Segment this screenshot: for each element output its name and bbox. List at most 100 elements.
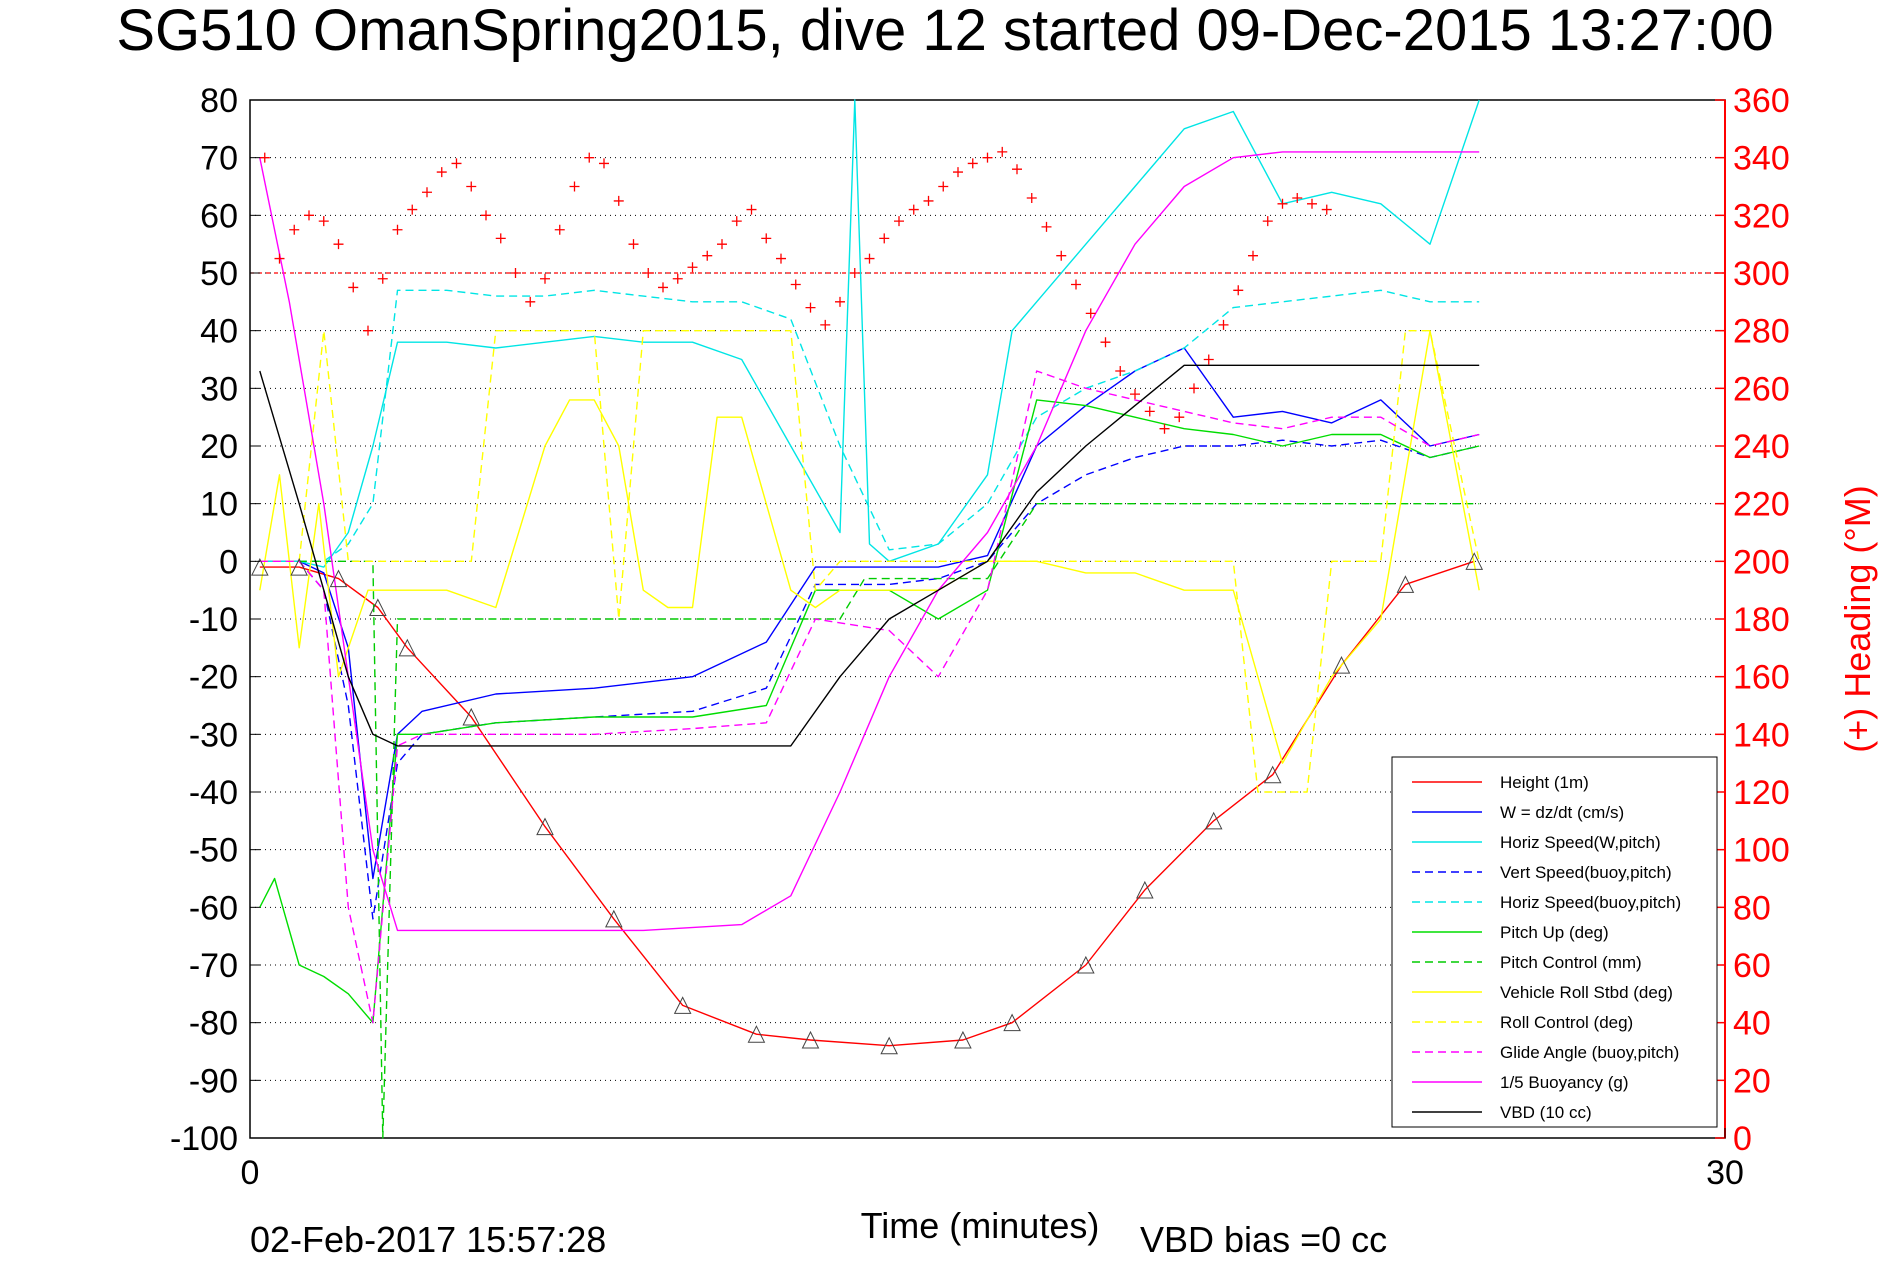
- left-tick-label: -30: [189, 716, 238, 754]
- x-tick-label: 30: [1706, 1154, 1744, 1192]
- right-axis-label: (+) Heading (°M): [1837, 485, 1878, 752]
- left-tick-label: 60: [200, 197, 238, 235]
- left-tick-label: 50: [200, 255, 238, 293]
- heading-point: [304, 210, 314, 221]
- series-line: [259, 289, 1480, 562]
- heading-point: [495, 233, 506, 244]
- height-marker: [1003, 1013, 1021, 1032]
- height-marker: [1396, 575, 1415, 593]
- height-marker: [1332, 656, 1351, 674]
- legend-label: Vehicle Roll Stbd (deg): [1500, 983, 1673, 1002]
- legend-label: Roll Control (deg): [1500, 1013, 1633, 1032]
- right-tick-label: 180: [1733, 601, 1790, 639]
- heading-point: [1203, 354, 1214, 365]
- heading-point: [790, 279, 801, 290]
- heading-point: [894, 216, 904, 227]
- heading-point: [1012, 164, 1022, 175]
- heading-point: [953, 167, 963, 178]
- heading-point: [776, 253, 786, 264]
- height-marker: [462, 707, 481, 726]
- right-tick-label: 20: [1733, 1062, 1771, 1100]
- legend-box: [1391, 756, 1718, 1128]
- heading-point: [1085, 308, 1096, 319]
- footer-date: 02-Feb-2017 15:57:28: [250, 1219, 606, 1260]
- heading-point: [908, 204, 919, 215]
- right-tick-label: 320: [1733, 197, 1790, 235]
- left-tick-label: 40: [200, 313, 238, 351]
- height-marker: [747, 1025, 766, 1043]
- height-marker: [1077, 955, 1095, 974]
- series-line: [259, 439, 1480, 920]
- legend-label: Pitch Control (mm): [1500, 953, 1642, 972]
- footer-vbd-bias: VBD bias =0 cc: [1140, 1219, 1387, 1260]
- left-tick-label: -100: [170, 1120, 238, 1158]
- left-tick-label: -20: [189, 659, 238, 697]
- heading-point: [377, 273, 388, 284]
- legend-label: 1/5 Buoyancy (g): [1500, 1073, 1629, 1092]
- heading-point: [731, 216, 742, 227]
- heading-point: [1071, 279, 1081, 290]
- heading-point: [1159, 423, 1170, 434]
- heading-point: [1189, 383, 1199, 394]
- series-line: [259, 364, 1480, 747]
- series-line: [259, 503, 1480, 1139]
- right-tick-label: 0: [1733, 1120, 1752, 1158]
- heading-point: [1115, 366, 1126, 377]
- heading-point: [1100, 337, 1111, 348]
- heading-point: [333, 239, 344, 250]
- series-line: [259, 330, 1480, 793]
- height-markers: [251, 552, 1484, 1055]
- series-line: [259, 330, 1480, 764]
- height-marker: [605, 909, 623, 928]
- left-tick-label: 80: [200, 82, 238, 120]
- heading-point: [525, 296, 536, 307]
- heading-point: [687, 262, 698, 273]
- heading-point: [422, 187, 432, 198]
- x-axis-ticks: 0 30: [241, 1128, 1744, 1192]
- height-marker: [1465, 552, 1484, 570]
- legend-label: Height (1m): [1500, 773, 1589, 792]
- heading-point: [1307, 198, 1317, 209]
- height-marker: [329, 569, 348, 588]
- left-tick-label: -10: [189, 601, 238, 639]
- heading-point: [879, 233, 890, 244]
- series-line: [259, 399, 1480, 1024]
- heading-point: [1321, 204, 1332, 215]
- right-tick-label: 120: [1733, 774, 1790, 812]
- heading-point: [407, 204, 418, 215]
- legend-label: Horiz Speed(buoy,pitch): [1500, 893, 1681, 912]
- heading-point: [436, 167, 447, 178]
- heading-point: [613, 195, 624, 206]
- right-tick-label: 140: [1733, 716, 1790, 754]
- heading-point: [259, 152, 270, 163]
- right-tick-label: 240: [1733, 428, 1790, 466]
- heading-point: [1292, 193, 1303, 204]
- heading-point: [554, 224, 565, 235]
- heading-point: [967, 158, 978, 169]
- legend: Height (1m) W = dz/dt (cm/s) Horiz Speed(W…: [1391, 756, 1718, 1128]
- series-line: [259, 560, 1475, 1047]
- heading-point: [540, 273, 550, 284]
- heading-point: [289, 224, 300, 235]
- legend-label: W = dz/dt (cm/s): [1500, 803, 1624, 822]
- heading-point: [318, 216, 329, 227]
- right-tick-label: 260: [1733, 370, 1790, 408]
- height-marker: [251, 557, 269, 576]
- heading-point: [717, 239, 727, 250]
- heading-point: [746, 204, 757, 215]
- height-marker: [536, 817, 554, 836]
- height-marker: [954, 1030, 972, 1049]
- left-axis-ticks: 80 70 60 50 40 30 20 10 0 -10 -20 -30 -40 -50 -60 -70 -8…: [170, 82, 260, 1158]
- heading-point: [348, 282, 359, 293]
- left-tick-label: -40: [189, 774, 238, 812]
- heading-point: [1248, 250, 1258, 261]
- heading-point: [1277, 198, 1288, 209]
- height-marker: [1204, 811, 1223, 830]
- series-line: [259, 347, 1480, 880]
- right-tick-label: 200: [1733, 543, 1790, 581]
- heading-point: [274, 253, 285, 264]
- right-tick-label: 80: [1733, 889, 1771, 927]
- right-tick-label: 280: [1733, 313, 1790, 351]
- heading-point: [363, 325, 373, 336]
- left-tick-label: -80: [189, 1005, 238, 1043]
